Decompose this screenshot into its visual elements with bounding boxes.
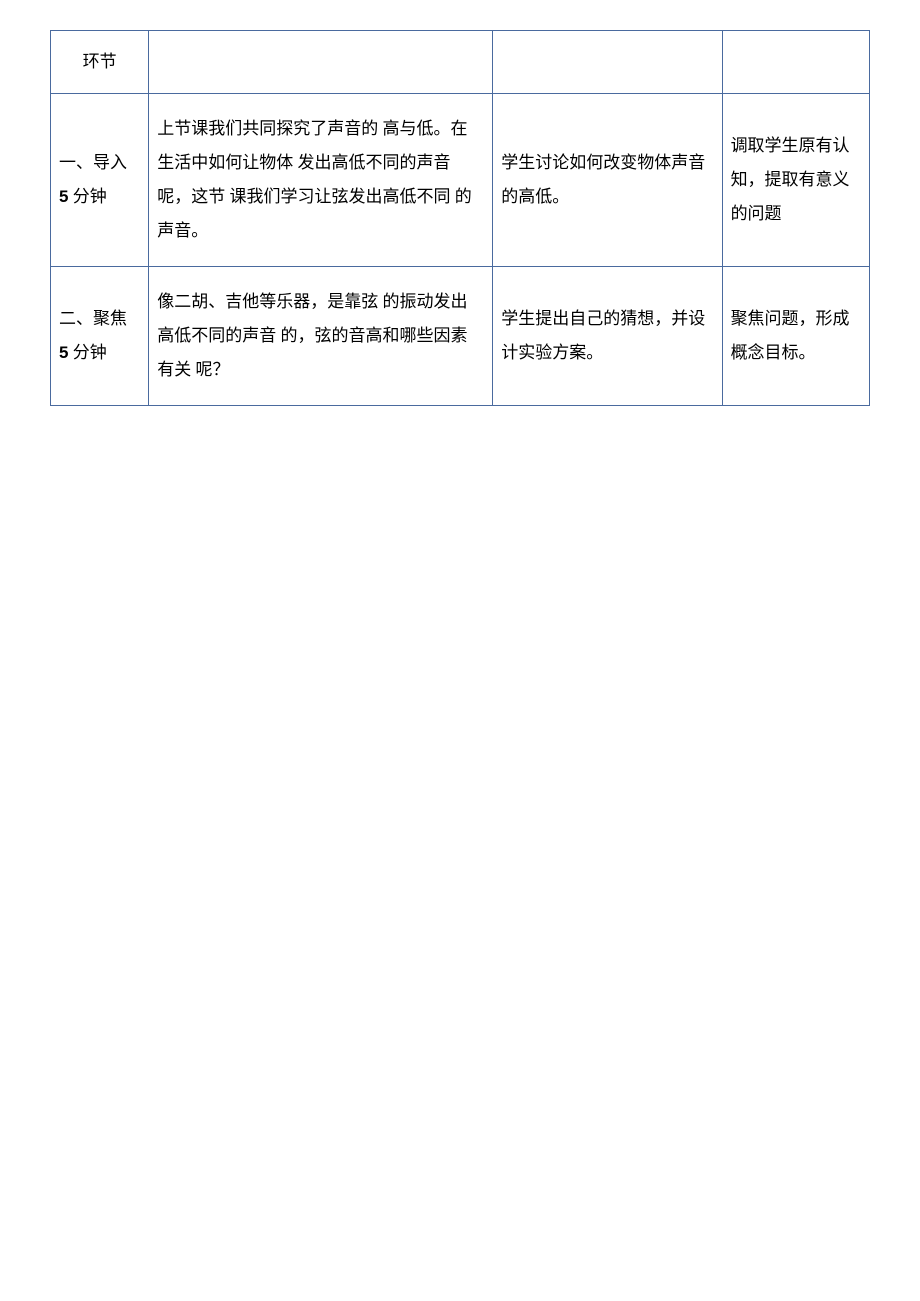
header-cell-2 [149, 31, 493, 94]
student-activity-cell: 学生讨论如何改变物体声音的高低。 [493, 94, 722, 267]
stage-duration-unit: 分钟 [68, 187, 106, 206]
intent-cell: 聚焦问题，形成概念目标。 [722, 267, 869, 406]
stage-cell: 二、聚焦 5 分钟 [51, 267, 149, 406]
header-cell-1: 环节 [51, 31, 149, 94]
intent-cell: 调取学生原有认知，提取有意义的问题 [722, 94, 869, 267]
header-cell-4 [722, 31, 869, 94]
table-row-header: 环节 [51, 31, 870, 94]
table-row: 一、导入 5 分钟 上节课我们共同探究了声音的 高与低。在生活中如何让物体 发出… [51, 94, 870, 267]
header-cell-3 [493, 31, 722, 94]
stage-title: 一、导入 [59, 153, 127, 172]
stage-duration-unit: 分钟 [68, 343, 106, 362]
stage-cell: 一、导入 5 分钟 [51, 94, 149, 267]
stage-title: 二、聚焦 [59, 309, 127, 328]
student-activity-cell: 学生提出自己的猜想，并设计实验方案。 [493, 267, 722, 406]
table-row: 二、聚焦 5 分钟 像二胡、吉他等乐器，是靠弦 的振动发出高低不同的声音 的，弦… [51, 267, 870, 406]
teacher-activity-cell: 上节课我们共同探究了声音的 高与低。在生活中如何让物体 发出高低不同的声音呢，这… [149, 94, 493, 267]
lesson-plan-table: 环节 一、导入 5 分钟 上节课我们共同探究了声音的 高与低。在生活中如何让物体… [50, 30, 870, 406]
teacher-activity-cell: 像二胡、吉他等乐器，是靠弦 的振动发出高低不同的声音 的，弦的音高和哪些因素有关… [149, 267, 493, 406]
